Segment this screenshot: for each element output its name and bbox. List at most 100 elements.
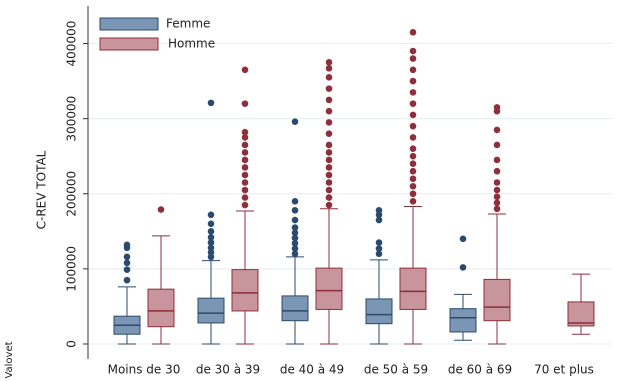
x-tick-label: de 60 à 69	[448, 363, 512, 377]
outlier	[409, 175, 417, 183]
outlier	[409, 100, 417, 107]
box	[281, 295, 309, 322]
outlier	[409, 167, 417, 175]
y-axis-title: C-REV TOTAL	[35, 150, 49, 229]
outlier	[207, 234, 215, 241]
outlier	[409, 197, 417, 205]
outlier	[241, 186, 249, 194]
outlier	[325, 149, 333, 156]
outlier	[241, 164, 249, 171]
outlier	[325, 164, 333, 171]
outlier	[241, 128, 249, 136]
legend-label: Homme	[168, 37, 215, 51]
outlier	[493, 156, 501, 164]
outlier	[123, 259, 131, 267]
outlier	[325, 85, 333, 92]
outlier	[325, 107, 333, 115]
outlier	[459, 235, 467, 243]
outlier	[409, 55, 417, 62]
outlier	[409, 28, 417, 36]
y-tick-label: 0	[65, 340, 79, 348]
outlier	[493, 167, 501, 175]
outlier	[409, 145, 417, 153]
y-tick-label: 400000	[65, 21, 79, 67]
outlier	[459, 264, 467, 271]
outlier	[493, 205, 501, 213]
outlier	[325, 179, 333, 186]
outlier	[291, 234, 299, 242]
box	[567, 301, 595, 327]
outlier	[207, 228, 215, 235]
outlier	[291, 206, 299, 214]
x-tick-label: de 50 à 59	[364, 363, 428, 377]
x-tick-label: de 30 à 39	[196, 363, 260, 377]
outlier	[325, 201, 333, 209]
outlier	[325, 156, 333, 164]
outlier	[325, 194, 333, 201]
outlier	[409, 66, 417, 74]
outlier	[325, 141, 333, 149]
note: Valovet	[4, 341, 15, 378]
outlier	[123, 276, 131, 284]
outlier	[409, 182, 417, 190]
outlier	[241, 171, 249, 179]
outlier	[493, 179, 501, 186]
outlier	[409, 89, 417, 96]
outlier	[207, 239, 215, 246]
outlier	[375, 216, 383, 224]
outlier	[157, 206, 165, 213]
outlier	[291, 245, 299, 252]
outlier	[493, 126, 501, 134]
outlier	[123, 241, 131, 249]
outlier	[207, 220, 215, 228]
y-tick-label: 100000	[65, 246, 79, 292]
outlier	[241, 141, 249, 149]
outlier	[241, 100, 249, 107]
legend-label: Femme	[166, 17, 210, 31]
outlier	[241, 156, 249, 164]
outlier	[291, 197, 299, 205]
outlier	[241, 201, 249, 209]
box	[399, 267, 427, 310]
outlier	[409, 190, 417, 198]
outlier	[375, 239, 383, 246]
box	[231, 269, 259, 312]
outlier	[409, 152, 417, 160]
x-tick-label: 70 et plus	[534, 363, 594, 377]
y-tick-label: 300000	[65, 96, 79, 142]
box	[147, 288, 175, 328]
outlier	[493, 141, 501, 149]
outlier	[291, 118, 299, 125]
outlier	[291, 240, 299, 247]
y-tick-label: 200000	[65, 171, 79, 217]
outlier	[409, 77, 417, 85]
outlier	[207, 211, 215, 219]
box	[449, 308, 477, 333]
legend-swatch	[99, 17, 159, 31]
outlier	[291, 250, 299, 258]
outlier	[291, 229, 299, 237]
outlier	[493, 186, 501, 194]
outlier	[207, 244, 215, 252]
outlier	[241, 149, 249, 156]
box	[483, 278, 511, 322]
outlier	[375, 245, 383, 252]
outlier	[325, 74, 333, 81]
outlier	[207, 99, 215, 107]
box	[315, 267, 343, 310]
outlier	[123, 253, 131, 261]
outlier	[291, 216, 299, 224]
outlier	[291, 224, 299, 231]
outlier	[325, 171, 333, 179]
outlier	[241, 194, 249, 201]
outlier	[409, 160, 417, 168]
box	[365, 298, 393, 325]
outlier	[409, 134, 417, 141]
legend-swatch	[99, 37, 159, 51]
outlier	[493, 193, 501, 201]
outlier	[409, 122, 417, 130]
outlier	[325, 65, 333, 72]
outlier	[409, 111, 417, 119]
box	[197, 297, 225, 324]
x-tick-label: Moins de 30	[108, 363, 181, 377]
